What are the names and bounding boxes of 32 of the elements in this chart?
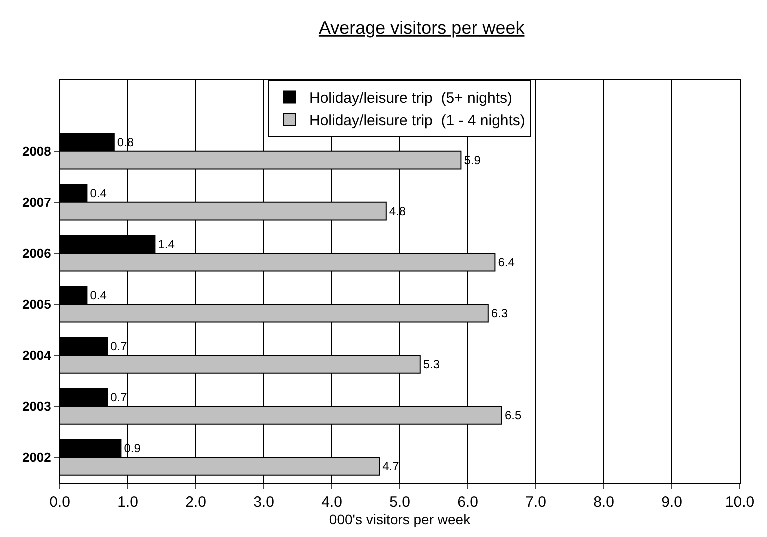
y-tick-label: 2003 — [22, 399, 52, 414]
x-tick-label: 0.0 — [50, 494, 70, 511]
y-tick-label: 2004 — [22, 348, 52, 364]
data-label: 1.4 — [158, 238, 176, 252]
data-label: 0.7 — [110, 340, 128, 354]
data-label: 0.4 — [90, 186, 108, 201]
x-tick-label: 2.0 — [186, 494, 206, 511]
x-tick-label: 4.0 — [322, 494, 342, 511]
legend-label: Holiday/leisure trip (1 - 4 nights) — [310, 112, 526, 130]
data-label: 6.5 — [505, 408, 522, 422]
data-label: 0.7 — [110, 390, 128, 405]
data-label: 4.7 — [382, 459, 400, 474]
data-label: 0.4 — [90, 288, 108, 303]
data-label: 6.3 — [491, 306, 508, 320]
y-tick-label: 2008 — [22, 144, 52, 159]
x-tick-label: 5.0 — [390, 494, 410, 511]
x-tick-label: 10.0 — [725, 494, 755, 511]
chart-title: Average visitors per week — [318, 18, 526, 38]
x-tick-label: 6.0 — [458, 494, 478, 511]
data-label: 6.4 — [498, 255, 516, 270]
y-tick-label: 2006 — [22, 246, 52, 261]
x-tick-label: 1.0 — [118, 494, 138, 511]
x-tick-label: 9.0 — [662, 494, 682, 511]
x-tick-label: 7.0 — [526, 494, 546, 511]
x-tick-label: 3.0 — [254, 494, 274, 511]
legend-label: Holiday/leisure trip (5+ nights) — [310, 90, 513, 108]
y-tick-label: 2002 — [22, 450, 52, 466]
x-tick-label: 8.0 — [594, 494, 614, 511]
y-tick-label: 2005 — [22, 297, 52, 312]
y-tick-label: 2007 — [22, 194, 52, 210]
x-axis-title: 000's visitors per week — [329, 511, 472, 528]
data-label: 5.3 — [423, 357, 440, 372]
